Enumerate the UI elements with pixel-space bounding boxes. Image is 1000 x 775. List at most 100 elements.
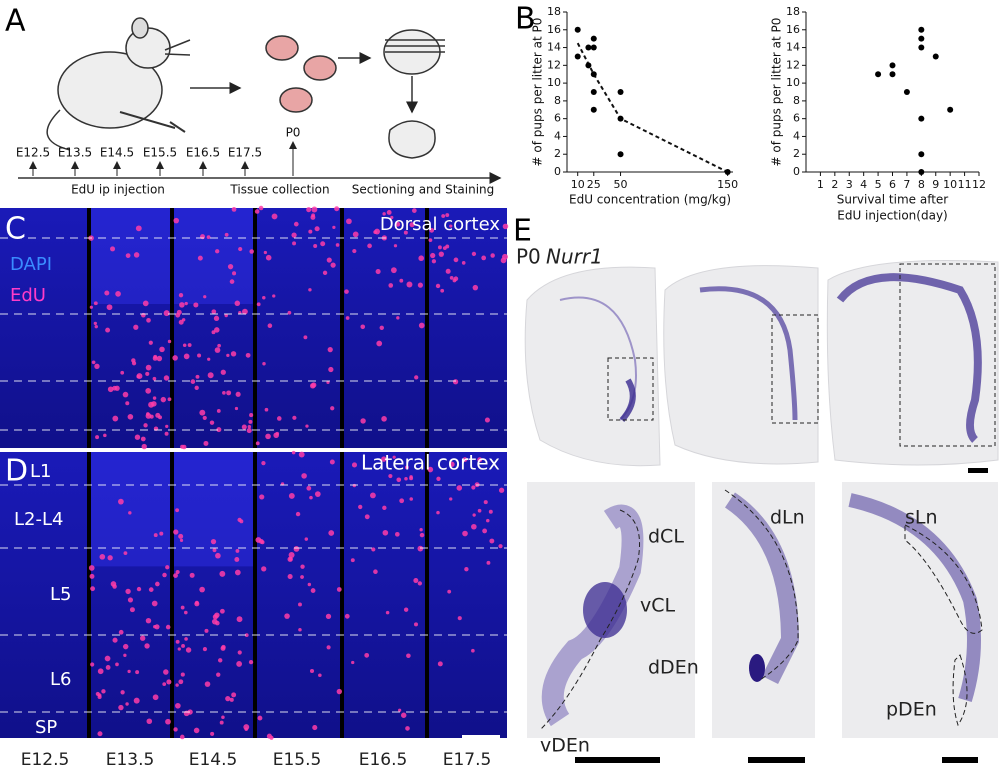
y-tick-label: 10 [786, 76, 800, 89]
panel-e-sections-part [899, 263, 996, 447]
edu-cell [153, 533, 158, 538]
edu-cell [128, 511, 132, 515]
edu-cell [190, 379, 196, 384]
edu-cell [213, 315, 220, 321]
edu-cell [382, 505, 387, 511]
edu-cell [160, 396, 167, 403]
panel-a-illustration-part [131, 17, 149, 39]
region-label: dCL [648, 526, 684, 548]
edu-cell [139, 635, 146, 641]
edu-cell [414, 375, 419, 380]
y-tick-label: 8 [793, 94, 800, 107]
edu-cell [221, 715, 225, 720]
image-glow [174, 452, 253, 567]
edu-cell [484, 417, 490, 423]
edu-cell [326, 645, 331, 650]
edu-cell [216, 427, 222, 433]
edu-cell [330, 262, 336, 268]
edu-cell [153, 625, 157, 629]
edu-cell [375, 268, 381, 275]
timepoint-label: E15.5 [143, 146, 177, 160]
edu-cell [89, 573, 95, 579]
edu-cell [107, 555, 113, 561]
edu-cell [419, 528, 423, 532]
edu-cell [122, 391, 129, 398]
edu-cell [254, 209, 260, 214]
edu-cell [394, 532, 400, 537]
edu-cell [234, 569, 241, 576]
edu-cell [247, 425, 252, 429]
edu-cell [385, 610, 390, 615]
edu-cell [122, 643, 129, 650]
edu-cell [214, 327, 220, 333]
edu-cell [193, 302, 199, 308]
edu-cell [209, 420, 215, 425]
y-tick-label: 16 [547, 23, 561, 36]
edu-cell [244, 633, 249, 637]
region-label: Dorsal cortex [380, 214, 501, 235]
edu-cell [428, 238, 433, 243]
panel-a-labels: E12.5 E13.5 E14.5 E15.5 E16.5 E17.5 P0 EdU ip i… [16, 126, 494, 197]
edu-cell [134, 434, 141, 440]
data-point [932, 53, 939, 60]
edu-cell [461, 261, 466, 265]
edu-cell [449, 276, 454, 280]
panel-e-sections-part [848, 493, 981, 703]
region-label: sLn [905, 507, 938, 529]
x-tick-label: 7 [903, 178, 910, 191]
y-tick-label: 12 [786, 58, 800, 71]
x-tick-label: 3 [846, 178, 853, 191]
panel-a-illustration-part [385, 39, 445, 53]
edu-cell [440, 288, 445, 293]
edu-cell [311, 206, 318, 213]
edu-cell [175, 508, 180, 513]
edu-cell [437, 661, 443, 667]
edu-cell [481, 255, 487, 261]
edu-cell [214, 347, 221, 353]
edu-cell [335, 243, 340, 247]
edu-cell [471, 251, 477, 257]
edu-cell [202, 647, 208, 652]
data-point [918, 115, 925, 122]
edu-cell [237, 517, 242, 523]
edu-cell [94, 363, 100, 369]
edu-cell [382, 212, 386, 216]
edu-cell [298, 602, 302, 607]
edu-cell [257, 715, 263, 721]
stain-label: DAPI [10, 254, 52, 275]
panel-a-illustration-part [388, 120, 436, 159]
edu-cell [262, 295, 266, 300]
edu-cell [118, 498, 124, 505]
edu-cell [176, 309, 182, 315]
image-column [429, 208, 507, 448]
panel-e-sections-part [539, 509, 640, 731]
x-axis-label: EdU concentration (mg/kg) [569, 193, 731, 207]
edu-cell [183, 710, 190, 717]
edu-cell [236, 661, 243, 667]
edu-cell [301, 473, 307, 479]
edu-cell [103, 433, 107, 438]
panel-e-sections [524, 259, 999, 763]
edu-cell [224, 232, 229, 237]
edu-cell [325, 613, 332, 620]
edu-cell [344, 289, 349, 294]
edu-cell [328, 366, 334, 373]
edu-cell [235, 549, 240, 553]
data-point [617, 151, 624, 158]
edu-cell [255, 441, 260, 446]
panel-e-labels: P0 Nurr1 dCL vCL dDEn vDEn dLn sLn pDEn [516, 245, 938, 757]
edu-cell [94, 324, 98, 329]
edu-cell [162, 682, 167, 687]
edu-cell [184, 301, 188, 306]
edu-cell [462, 530, 468, 537]
edu-cell [241, 424, 247, 430]
y-tick-label: 2 [554, 147, 561, 160]
edu-cell [173, 727, 178, 732]
edu-cell [464, 567, 469, 572]
edu-cell [265, 254, 272, 261]
edu-cell [234, 557, 240, 562]
y-tick-label: 0 [793, 165, 800, 178]
x-tick-label: 10 [943, 178, 957, 191]
edu-cell [237, 650, 242, 655]
